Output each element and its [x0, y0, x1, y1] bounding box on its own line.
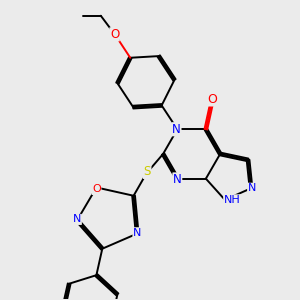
Text: N: N — [248, 183, 256, 193]
Text: N: N — [73, 214, 81, 224]
Text: O: O — [92, 184, 101, 194]
Text: N: N — [172, 123, 181, 136]
Text: O: O — [110, 28, 119, 41]
Text: NH: NH — [224, 195, 241, 205]
Text: N: N — [173, 173, 182, 186]
Text: O: O — [208, 93, 218, 106]
Text: N: N — [133, 228, 141, 238]
Text: S: S — [143, 165, 151, 178]
